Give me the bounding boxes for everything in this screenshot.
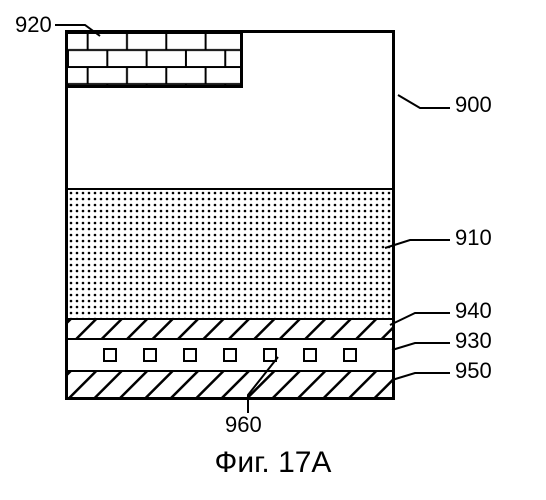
square-marker [343, 348, 357, 362]
label-950: 950 [455, 358, 492, 384]
label-940: 940 [455, 298, 492, 324]
square-marker [303, 348, 317, 362]
label-910: 910 [455, 225, 492, 251]
square-marker [143, 348, 157, 362]
main-outline [65, 30, 395, 400]
label-930: 930 [455, 328, 492, 354]
layer-940-hatch [68, 318, 392, 340]
label-960: 960 [225, 412, 262, 438]
figure-caption: Фиг. 17А [0, 446, 546, 480]
layer-950-hatch [68, 370, 392, 397]
square-marker [223, 348, 237, 362]
diagram-container [65, 30, 445, 400]
square-marker [263, 348, 277, 362]
layer-910-dotted [68, 188, 392, 318]
square-marker [103, 348, 117, 362]
layer-930-squares [68, 340, 392, 370]
square-marker [183, 348, 197, 362]
label-900: 900 [455, 92, 492, 118]
label-920: 920 [15, 12, 52, 38]
layer-920-brick [68, 33, 243, 88]
